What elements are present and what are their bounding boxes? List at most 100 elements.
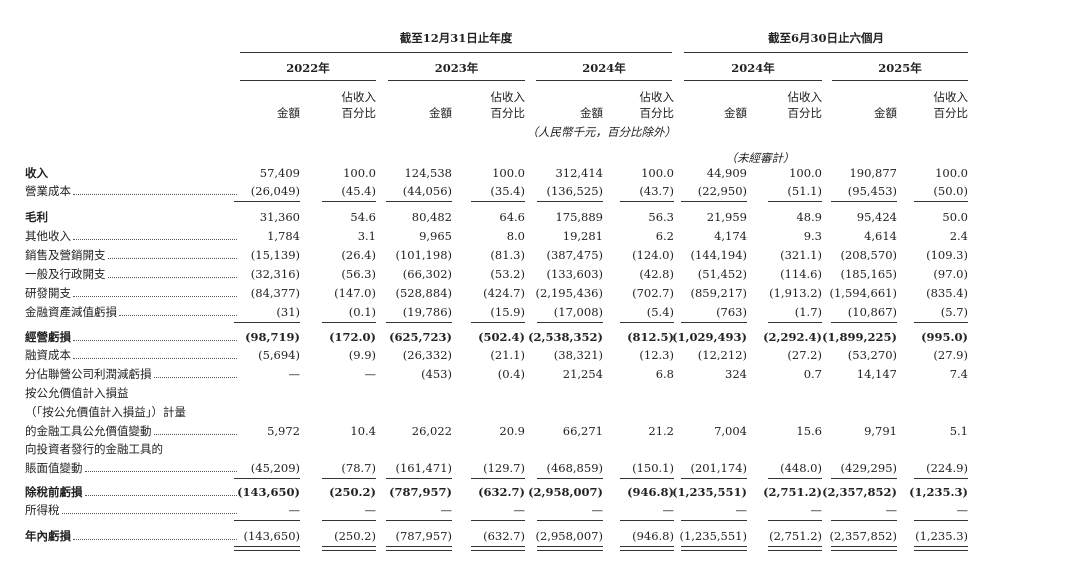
rule <box>234 201 300 202</box>
label-text: 營業成本 <box>25 184 71 198</box>
rule <box>914 201 968 202</box>
cell: (387,475) <box>546 248 603 262</box>
cell: 100.0 <box>789 166 822 180</box>
cell: (150.1) <box>632 461 674 475</box>
rule <box>768 550 822 551</box>
pct-header: 佔收入 <box>490 90 526 104</box>
cell: (185,165) <box>840 267 897 281</box>
rule <box>234 478 300 479</box>
rule <box>322 201 376 202</box>
rule <box>386 201 452 202</box>
cell: (835.4) <box>926 286 968 300</box>
cell: (946.8) <box>627 485 674 499</box>
cell: 31,360 <box>259 210 300 224</box>
rule <box>681 546 747 547</box>
rule <box>684 52 968 53</box>
row-label: 的金融工具公允價值變動 <box>25 424 237 438</box>
cell: (5,694) <box>258 348 300 362</box>
rule <box>386 478 452 479</box>
cell: (2,357,852) <box>829 529 897 543</box>
rule <box>681 322 747 323</box>
cell: 21,254 <box>562 367 603 381</box>
rule <box>471 201 525 202</box>
label-text: 研發開支 <box>25 286 71 300</box>
rule <box>768 322 822 323</box>
unaudited-note: （未經審計） <box>725 151 795 165</box>
cell: 57,409 <box>259 166 300 180</box>
cell: 5,972 <box>267 424 300 438</box>
amount-header: 金額 <box>874 106 897 120</box>
cell: 7.4 <box>949 367 968 381</box>
rule <box>537 201 603 202</box>
cell: (172.0) <box>329 330 376 344</box>
rule <box>620 520 674 521</box>
label-text: 按公允價值計入損益 <box>25 386 129 400</box>
rule <box>234 520 300 521</box>
cell: (1,235.3) <box>909 485 968 499</box>
cell: (0.1) <box>348 305 376 319</box>
label-text: 金融資產減值虧損 <box>25 305 117 319</box>
pct-header: 佔收入 <box>639 90 675 104</box>
year: 2024年 <box>582 61 626 75</box>
cell: (787,957) <box>389 485 452 499</box>
leader <box>84 495 237 496</box>
label-text: 收入 <box>25 166 48 180</box>
cell: 6.8 <box>655 367 674 381</box>
row-label: 除稅前虧損 <box>25 485 237 499</box>
cell: (1,594,661) <box>829 286 897 300</box>
cell: (2,751.2) <box>763 485 822 499</box>
cell: 56.3 <box>648 210 674 224</box>
cell: — <box>440 503 453 517</box>
pct-header: 佔收入 <box>933 90 969 104</box>
row-label: 經營虧損 <box>25 330 237 344</box>
cell: (144,194) <box>690 248 747 262</box>
cell: 5.1 <box>949 424 968 438</box>
cell: (50.0) <box>933 184 968 198</box>
pct-header: 百分比 <box>639 106 675 120</box>
row-label: （「按公允價值計入損益」）計量 <box>25 405 237 419</box>
cell: (81.3) <box>490 248 525 262</box>
cell: (502.4) <box>478 330 525 344</box>
row-label: 金融資產減值虧損 <box>25 305 237 319</box>
cell: (429,295) <box>840 461 897 475</box>
cell: (424.7) <box>483 286 525 300</box>
cell: (250.2) <box>334 529 376 543</box>
cell: (1,235,551) <box>679 529 747 543</box>
rule <box>914 550 968 551</box>
cell: (15,139) <box>250 248 300 262</box>
cell: (859,217) <box>690 286 747 300</box>
rule <box>240 80 376 81</box>
cell: 10.4 <box>350 424 376 438</box>
cell: (161,471) <box>395 461 452 475</box>
cell: (45.4) <box>341 184 376 198</box>
row-label: 融資成本 <box>25 348 237 362</box>
rule <box>831 546 897 547</box>
cell: (32,316) <box>250 267 300 281</box>
label-text: 融資成本 <box>25 348 71 362</box>
cell: (702.7) <box>632 286 674 300</box>
label-text: 分佔聯營公司利潤減虧損 <box>25 367 152 381</box>
cell: 8.0 <box>506 229 525 243</box>
rule <box>620 322 674 323</box>
leader <box>84 471 237 472</box>
rule <box>914 520 968 521</box>
cell: 175,889 <box>555 210 603 224</box>
cell: 324 <box>725 367 747 381</box>
rule <box>471 478 525 479</box>
amount-header: 金額 <box>277 106 300 120</box>
cell: (143,650) <box>237 485 300 499</box>
period-group: 截至12月31日止年度 <box>399 31 513 45</box>
cell: (2,751.2) <box>769 529 822 543</box>
pct-header: 佔收入 <box>341 90 377 104</box>
rule <box>322 520 376 521</box>
cell: (763) <box>716 305 747 319</box>
cell: (35.4) <box>490 184 525 198</box>
cell: (208,570) <box>840 248 897 262</box>
row-label: 年內虧損 <box>25 529 237 543</box>
row-label: 其他收入 <box>25 229 237 243</box>
rule <box>234 550 300 551</box>
cell: — <box>885 503 898 517</box>
period-group: 截至6月30日止六個月 <box>767 31 884 45</box>
rule <box>322 478 376 479</box>
rule <box>234 546 300 547</box>
